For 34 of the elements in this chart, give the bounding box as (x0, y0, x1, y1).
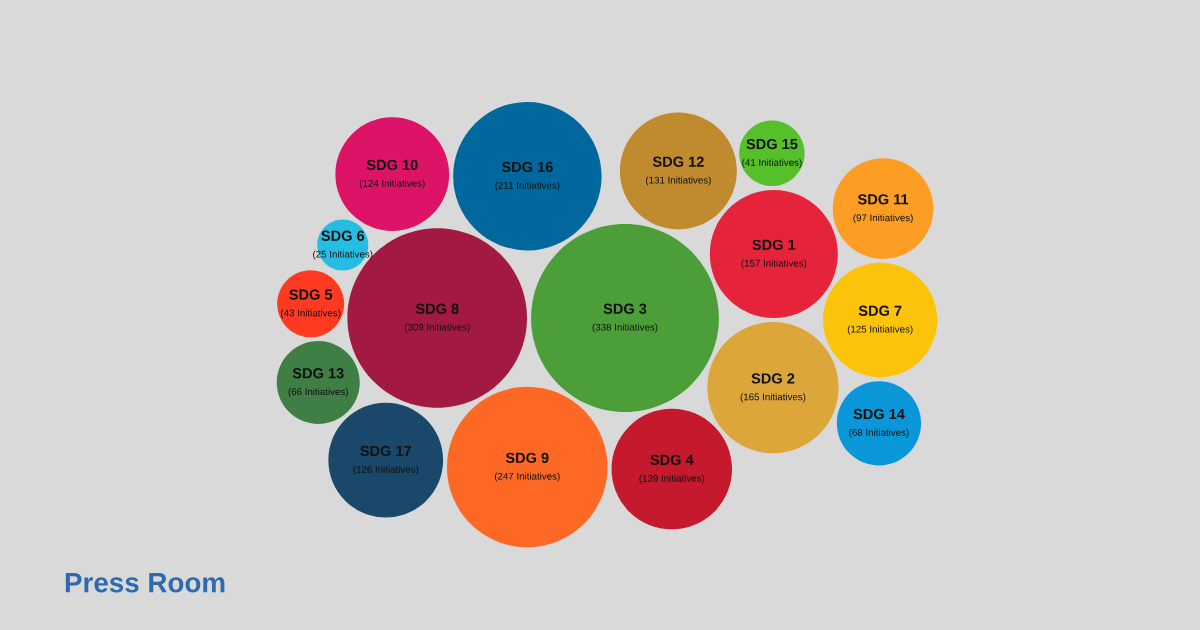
data-label: (124 Initiatives) (359, 179, 425, 189)
data-label: (211 Initiatives) (495, 181, 560, 191)
text: Press Room (65, 573, 225, 593)
category-label: SDG 10 (366, 159, 418, 171)
data-label: (338 Initiatives) (592, 323, 658, 333)
category-label: SDG 8 (415, 303, 459, 314)
category-label: SDG 13 (292, 368, 344, 379)
data-label: (125 Initiatives) (847, 325, 913, 335)
category-label: SDG 12 (652, 156, 704, 167)
category-label: SDG 11 (857, 194, 909, 205)
data-label: (43 Initiatives) (281, 309, 341, 319)
category-label: SDG 16 (501, 161, 553, 173)
data-label: (139 Initiatives) (639, 474, 705, 484)
data-label: (126 Initiatives) (353, 465, 419, 475)
data-label: (66 Initiatives) (288, 387, 348, 398)
data-label: (157 Initiatives) (741, 259, 807, 269)
category-label: SDG 4 (650, 454, 694, 466)
category-label: SDG 7 (858, 305, 902, 316)
category-label: SDG 9 (505, 452, 549, 463)
category-label: SDG 17 (360, 445, 412, 457)
category-label: SDG 6 (321, 230, 365, 241)
category-label: SDG 3 (603, 303, 647, 314)
category-label: SDG 2 (751, 373, 795, 384)
category-label: SDG 14 (853, 408, 905, 420)
data-label: (131 Initiatives) (646, 176, 711, 186)
data-label: (247 Initiatives) (494, 472, 560, 482)
data-label: (97 Initiatives) (853, 214, 913, 224)
data-label: (41 Initiatives) (742, 158, 802, 168)
data-label: (309 Initiatives) (404, 323, 470, 333)
category-label: SDG 15 (746, 138, 798, 150)
category-label: SDG 5 (289, 289, 333, 300)
category-label: SDG 1 (752, 239, 796, 250)
data-label: (165 Initiatives) (740, 393, 806, 403)
data-label: (68 Initiatives) (849, 428, 909, 438)
